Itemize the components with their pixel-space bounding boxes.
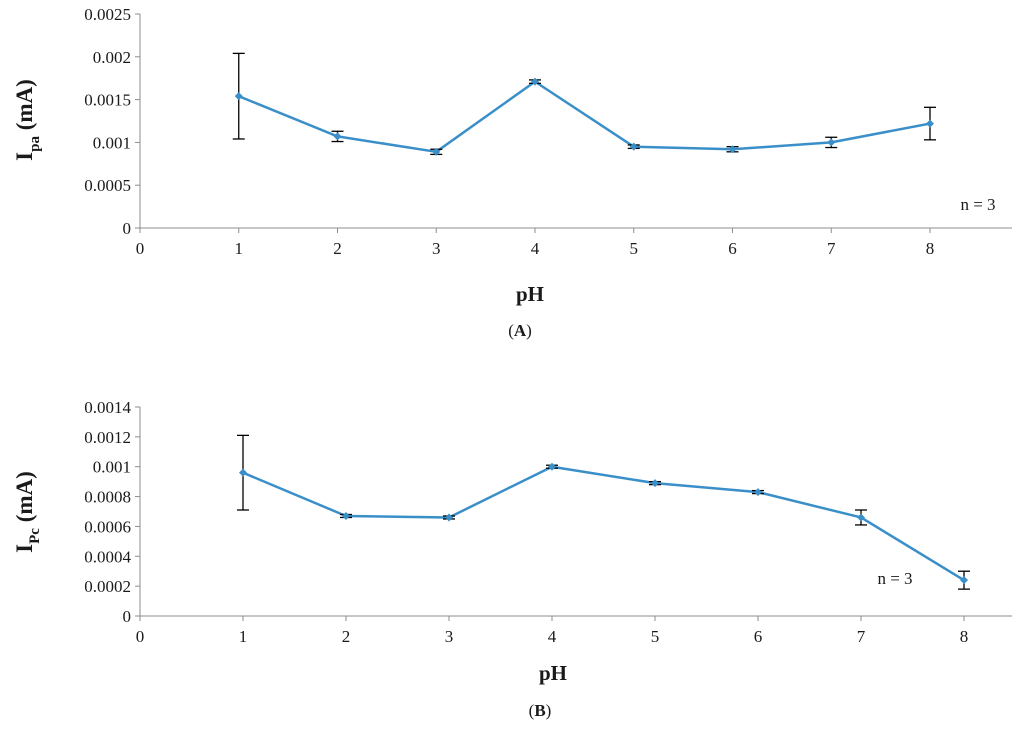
- series-line-b: [242, 465, 965, 582]
- data-point: [754, 488, 762, 497]
- y-tick-label: 0: [123, 607, 132, 626]
- x-tick-label: 8: [960, 627, 969, 646]
- sample-size-note-b: n = 3: [877, 569, 912, 588]
- y-tick-label: 0.0002: [84, 577, 131, 596]
- x-tick-label: 1: [239, 627, 248, 646]
- y-tick-label: 0: [123, 219, 132, 238]
- data-point: [960, 576, 968, 585]
- x-tick-label: 0: [136, 239, 145, 258]
- x-tick-label: 6: [754, 627, 763, 646]
- x-tick-label: 8: [926, 239, 935, 258]
- x-tick-label: 2: [342, 627, 351, 646]
- x-tick-label: 0: [136, 627, 145, 646]
- y-tick-label: 0.0006: [84, 517, 131, 536]
- data-point: [333, 132, 342, 141]
- chart-a: Ipa (mA) pH n = 3 (A) 0 0.0005 0.001 0.0015…: [12, 5, 1012, 340]
- y-tick-label: 0.001: [93, 133, 131, 152]
- x-tick-label: 7: [857, 627, 866, 646]
- y-tick-label: 0.0014: [84, 398, 131, 417]
- data-point: [827, 138, 836, 147]
- x-axis-title-a: pH: [516, 282, 544, 306]
- y-axis-title-a: Ipa (mA): [12, 79, 43, 161]
- x-tick-label: 1: [235, 239, 244, 258]
- x-axis-title-b: pH: [539, 661, 567, 685]
- x-tick-label: 5: [630, 239, 639, 258]
- data-point: [926, 119, 934, 128]
- y-tick-label: 0.0008: [84, 488, 131, 507]
- x-tick-label: 3: [432, 239, 441, 258]
- y-tick-label: 0.0004: [84, 547, 131, 566]
- y-tick-label: 0.0015: [84, 91, 131, 110]
- chart-b: IPc (mA) pH n = 3 (B) 0 0.0002 0.0004 0.000…: [12, 398, 1012, 720]
- y-tick-label: 0.0025: [84, 5, 131, 24]
- y-tick-label: 0.002: [93, 48, 131, 67]
- x-tick-label: 6: [728, 239, 737, 258]
- y-axis-title-b: IPc (mA): [12, 471, 43, 553]
- y-tick-label: 0.001: [93, 458, 131, 477]
- x-tick-label: 2: [333, 239, 342, 258]
- data-point: [432, 147, 441, 156]
- x-tick-label: 5: [651, 627, 660, 646]
- data-point: [857, 513, 865, 522]
- x-tick-label: 3: [445, 627, 454, 646]
- y-tick-label: 0.0012: [84, 428, 131, 447]
- data-point: [445, 513, 453, 522]
- sample-size-note-a: n = 3: [960, 195, 995, 214]
- data-point: [342, 511, 350, 520]
- data-point: [234, 92, 243, 101]
- panel-label-a: (A): [508, 321, 532, 340]
- x-tick-label: 4: [548, 627, 557, 646]
- data-point: [531, 77, 539, 86]
- x-tick-label: 7: [827, 239, 836, 258]
- data-point: [239, 468, 247, 477]
- y-tick-label: 0.0005: [84, 176, 131, 195]
- x-tick-label: 4: [531, 239, 540, 258]
- data-point: [728, 145, 737, 154]
- series-line-a: [238, 80, 931, 154]
- data-point: [651, 479, 659, 488]
- data-point: [548, 462, 556, 471]
- data-point: [629, 142, 638, 151]
- panel-label-b: (B): [529, 701, 552, 720]
